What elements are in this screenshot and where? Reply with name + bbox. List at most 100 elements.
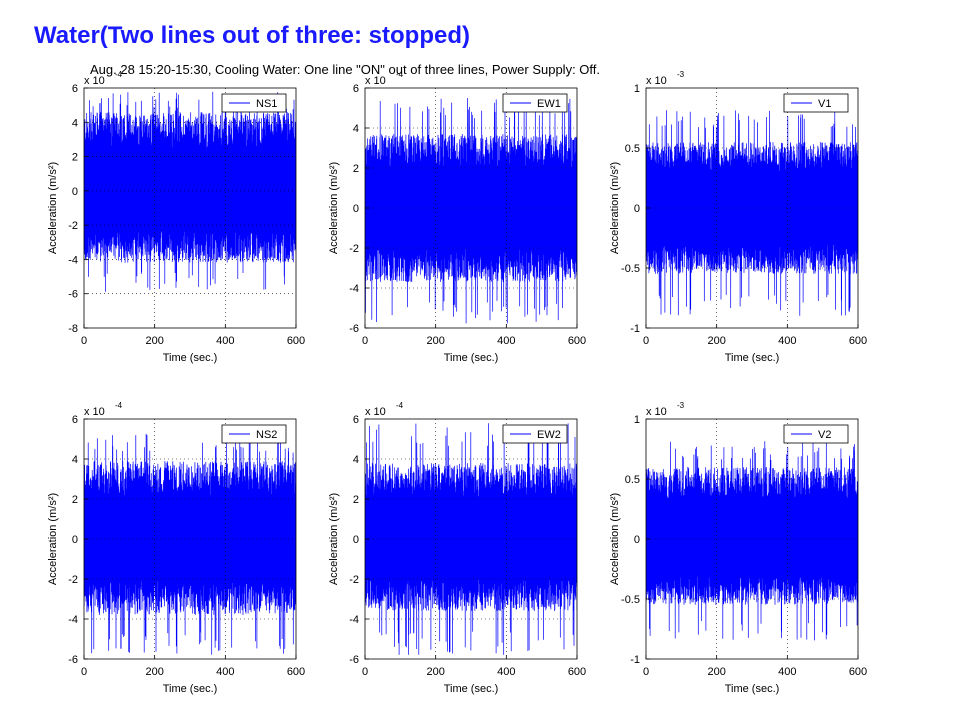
y-tick-label: 1 <box>634 414 640 426</box>
axis-exponent-power: -4 <box>115 70 123 79</box>
signal-trace <box>646 110 858 316</box>
y-tick-label: -1 <box>630 654 640 666</box>
x-axis-label: Time (sec.) <box>444 683 499 695</box>
y-tick-label: -0.5 <box>621 594 640 606</box>
chart-ew1: 0 200 400 600 -6 -4 -2 0 2 4 6 x 10 -4 Time (sec.) Acc… <box>328 70 586 364</box>
x-axis-label: Time (sec.) <box>163 352 218 364</box>
y-tick-label: -4 <box>349 614 359 626</box>
signal-trace <box>365 95 577 324</box>
legend-box <box>221 93 287 113</box>
x-tick-label: 600 <box>849 666 867 678</box>
axis-exponent: x 10 <box>365 406 386 418</box>
x-tick-label: 200 <box>707 335 725 347</box>
legend-label: EW1 <box>537 98 561 110</box>
axis-exponent-power: -4 <box>396 70 404 79</box>
x-tick-label: 200 <box>426 335 444 347</box>
legend-box <box>783 424 849 444</box>
y-tick-label: 2 <box>353 494 359 506</box>
axis-exponent: x 10 <box>646 75 667 87</box>
y-tick-label: 4 <box>353 123 359 135</box>
y-tick-label: 0 <box>72 186 78 198</box>
x-tick-label: 400 <box>778 335 796 347</box>
signal-trace <box>646 441 858 641</box>
signal-trace <box>84 433 296 655</box>
y-tick-label: 2 <box>72 494 78 506</box>
axis-exponent-power: -4 <box>115 401 123 410</box>
axis-exponent: x 10 <box>84 75 105 87</box>
y-axis-label: Acceleration (m/s²) <box>609 493 621 585</box>
x-tick-label: 0 <box>81 666 87 678</box>
legend-box <box>502 93 568 113</box>
y-tick-label: 0 <box>634 534 640 546</box>
y-tick-label: 0 <box>72 534 78 546</box>
y-tick-label: 4 <box>72 454 78 466</box>
y-axis-label: Acceleration (m/s²) <box>47 493 59 585</box>
legend-box <box>502 424 568 444</box>
y-tick-label: 6 <box>72 83 78 95</box>
x-tick-label: 0 <box>643 666 649 678</box>
y-tick-label: 2 <box>72 152 78 164</box>
y-tick-label: -6 <box>349 654 359 666</box>
x-axis-label: Time (sec.) <box>444 352 499 364</box>
y-tick-label: -2 <box>68 574 78 586</box>
y-tick-label: -2 <box>349 574 359 586</box>
y-tick-label: 1 <box>634 83 640 95</box>
y-tick-label: 6 <box>353 83 359 95</box>
x-tick-label: 200 <box>145 666 163 678</box>
legend-label: EW2 <box>537 429 561 441</box>
y-tick-label: -6 <box>68 654 78 666</box>
x-axis-label: Time (sec.) <box>725 352 780 364</box>
x-tick-label: 200 <box>707 666 725 678</box>
y-axis-label: Acceleration (m/s²) <box>47 162 59 254</box>
x-tick-label: 600 <box>287 666 305 678</box>
plot-frame <box>83 87 297 329</box>
chart-v1: 0 200 400 600 -1 -0.5 0 0.5 1 x 10 -3 Time (sec.) Ac… <box>609 70 867 364</box>
legend-box <box>783 93 849 113</box>
legend-label: V1 <box>818 98 831 110</box>
signal-trace <box>84 91 296 292</box>
y-tick-label: -4 <box>349 283 359 295</box>
y-tick-label: -2 <box>349 243 359 255</box>
y-tick-label: 0.5 <box>625 474 640 486</box>
y-axis-label: Acceleration (m/s²) <box>328 162 340 254</box>
axis-exponent-power: -3 <box>677 70 685 79</box>
y-tick-label: -6 <box>68 289 78 301</box>
legend-box <box>221 424 287 444</box>
y-tick-label: -1 <box>630 323 640 335</box>
x-tick-label: 600 <box>568 666 586 678</box>
x-tick-label: 600 <box>568 335 586 347</box>
y-tick-label: 4 <box>72 117 78 129</box>
y-tick-label: 2 <box>353 163 359 175</box>
x-tick-label: 600 <box>849 335 867 347</box>
x-tick-label: 200 <box>426 666 444 678</box>
y-tick-label: -8 <box>68 323 78 335</box>
chart-ns2: 0 200 400 600 -6 -4 -2 0 2 4 6 x 10 -4 Time (sec.) Acc… <box>47 401 305 695</box>
x-tick-label: 400 <box>778 666 796 678</box>
y-tick-label: -4 <box>68 614 78 626</box>
y-tick-label: 0 <box>353 534 359 546</box>
chart-ew2: 0 200 400 600 -6 -4 -2 0 2 4 6 x 10 -4 Time (sec.) Acc… <box>328 401 586 695</box>
legend-label: NS1 <box>256 98 277 110</box>
y-tick-label: 0 <box>353 203 359 215</box>
x-tick-label: 400 <box>497 666 515 678</box>
axis-exponent-power: -4 <box>396 401 404 410</box>
x-axis-label: Time (sec.) <box>725 683 780 695</box>
y-axis-label: Acceleration (m/s²) <box>328 493 340 585</box>
y-axis-label: Acceleration (m/s²) <box>609 162 621 254</box>
axis-exponent-power: -3 <box>677 401 685 410</box>
x-tick-label: 0 <box>362 335 368 347</box>
y-tick-label: -4 <box>68 254 78 266</box>
x-tick-label: 200 <box>145 335 163 347</box>
y-tick-label: -0.5 <box>621 263 640 275</box>
axis-exponent: x 10 <box>365 75 386 87</box>
x-tick-label: 400 <box>497 335 515 347</box>
legend-label: NS2 <box>256 429 277 441</box>
x-tick-label: 400 <box>216 666 234 678</box>
figure-subtitle: Aug. 28 15:20-15:30, Cooling Water: One … <box>90 62 601 77</box>
axis-exponent: x 10 <box>646 406 667 418</box>
y-tick-label: 0.5 <box>625 143 640 155</box>
slide-title: Water(Two lines out of three: stopped) <box>34 22 470 49</box>
y-tick-label: -6 <box>349 323 359 335</box>
y-tick-label: 6 <box>353 414 359 426</box>
x-axis-label: Time (sec.) <box>163 683 218 695</box>
